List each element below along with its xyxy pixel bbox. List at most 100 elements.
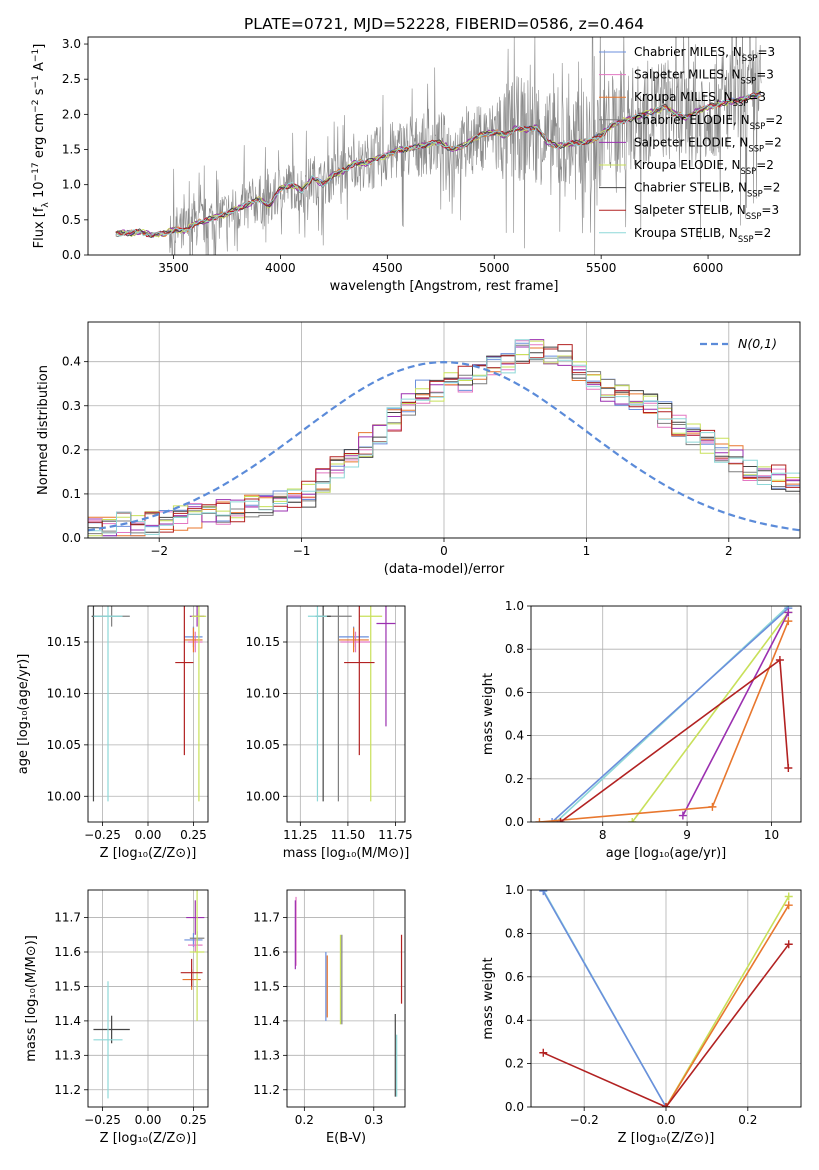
y-tick-label: 0.8 xyxy=(505,642,524,656)
plot-area xyxy=(287,890,405,1107)
x-axis-label: (data-model)/error xyxy=(384,562,505,577)
y-tick-label: 0.6 xyxy=(505,685,524,699)
series-marker xyxy=(784,764,793,772)
x-tick-label: 5500 xyxy=(586,261,617,275)
plot-area xyxy=(88,890,208,1107)
histogram-kroupa-stelib xyxy=(88,339,800,535)
x-tick-label: 11.25 xyxy=(283,828,317,842)
x-tick-label: 4000 xyxy=(265,261,296,275)
y-tick-label: 10.15 xyxy=(246,635,280,649)
plot-mass_vs_ebv: 0.2 0.3 11.2 11.3 11.4 11.5 11.6 11.7 E(B-V) xyxy=(253,889,406,1146)
series-marker xyxy=(552,818,561,822)
plot-area xyxy=(88,606,208,822)
y-tick-label: 10.05 xyxy=(47,738,81,752)
y-tick-label: 11.4 xyxy=(253,1014,280,1028)
axes-frame xyxy=(87,321,801,539)
y-tick-label: 11.6 xyxy=(253,945,280,959)
plot-spectrum: 3500 4000 4500 5000 5500 6000 0.0 0.5 1.0 1.5 2.0 2… xyxy=(31,36,801,294)
y-axis-label: mass [log₁₀(M/M⊙)] xyxy=(24,935,39,1062)
y-tick-label: 0.0 xyxy=(505,815,524,829)
y-tick-label: 11.3 xyxy=(54,1048,81,1062)
axes-frame xyxy=(87,36,801,256)
y-tick-label: 11.7 xyxy=(253,911,280,925)
legend-label: Salpeter STELIB, NSSP​=3 xyxy=(634,203,779,221)
x-tick-label: 5000 xyxy=(479,261,510,275)
x-tick-label: −2 xyxy=(150,544,168,558)
x-axis-label: wavelength [Angstrom, rest frame] xyxy=(330,279,559,294)
y-tick-label: 0.0 xyxy=(505,1100,524,1114)
x-tick-label: 10 xyxy=(764,828,779,842)
x-axis-label: Z [log₁₀(Z/Z⊙)] xyxy=(100,846,197,861)
x-tick-label: 1 xyxy=(583,544,591,558)
y-tick-label: 1.0 xyxy=(62,178,81,192)
series-marker xyxy=(784,617,793,626)
y-tick-label: 10.15 xyxy=(47,635,81,649)
y-tick-label: 10.10 xyxy=(246,686,280,700)
x-axis-label: Z [log₁₀(Z/Z⊙)] xyxy=(100,1131,197,1146)
axes-frame xyxy=(530,889,802,1108)
series-line-kroupa-miles xyxy=(665,904,790,1107)
y-tick-label: 11.4 xyxy=(54,1014,81,1028)
plot-mass_weight_vs_metallicity: −0.2 0.0 0.2 0.0 0.2 0.4 0.6 0.8 1.0 Z [log₁₀(Z/Z… xyxy=(481,883,802,1146)
x-tick-label: −0.2 xyxy=(570,1113,599,1127)
x-tick-label: −1 xyxy=(293,544,311,558)
y-tick-label: 10.10 xyxy=(47,686,81,700)
legend-label: Salpeter ELODIE, NSSP​=2 xyxy=(634,135,782,153)
plot-area xyxy=(115,37,762,255)
axes-frame xyxy=(286,605,406,823)
x-tick-label: 0.2 xyxy=(295,1113,314,1127)
y-tick-label: 0.5 xyxy=(62,213,81,227)
y-tick-label: 10.05 xyxy=(246,738,280,752)
y-tick-label: 0.3 xyxy=(62,399,81,413)
y-tick-label: 10.00 xyxy=(47,789,81,803)
series-marker xyxy=(628,818,637,822)
y-tick-label: 11.6 xyxy=(54,945,81,959)
x-tick-label: 0.0 xyxy=(656,1113,675,1127)
y-tick-label: 0.4 xyxy=(505,729,524,743)
axes-frame xyxy=(87,605,209,823)
y-axis-label: age [log₁₀(age/yr)] xyxy=(16,654,31,775)
plot-mass_weight_vs_age: 8 9 10 0.0 0.2 0.4 0.6 0.8 1.0 age [log₁₀(age/yr)… xyxy=(481,599,802,861)
x-tick-label: −0.25 xyxy=(84,828,121,842)
series-marker xyxy=(784,901,793,910)
y-axis-label: Normed distribution xyxy=(36,365,51,495)
y-tick-label: 0.1 xyxy=(62,487,81,501)
normal-curve xyxy=(88,360,800,532)
y-tick-label: 2.0 xyxy=(62,107,81,121)
plot-area xyxy=(287,606,405,822)
legend-label: N(0,1) xyxy=(738,336,777,351)
x-tick-label: 0.25 xyxy=(180,828,207,842)
y-tick-label: 10.00 xyxy=(246,789,280,803)
series-marker xyxy=(784,892,793,901)
y-tick-label: 0.2 xyxy=(62,443,81,457)
series-marker xyxy=(548,818,557,822)
y-tick-label: 11.2 xyxy=(54,1083,81,1097)
x-tick-label: 3500 xyxy=(158,261,189,275)
y-tick-label: 2.5 xyxy=(62,72,81,86)
x-tick-label: 11.75 xyxy=(378,828,412,842)
plot-area xyxy=(531,890,801,1107)
plot-residuals: −2 −1 0 1 2 0.0 0.1 0.2 0.3 0.4 (data-model)/error… xyxy=(36,321,801,577)
y-tick-label: 11.5 xyxy=(253,979,280,993)
plot-mass_vs_metallicity: −0.25 0.00 0.25 11.2 11.3 11.4 11.5 11.6 11.7 Z [… xyxy=(24,889,209,1146)
series-marker xyxy=(784,940,793,949)
axes-frame xyxy=(87,889,209,1108)
x-axis-label: age [log₁₀(age/yr)] xyxy=(606,846,727,861)
legend-label: Kroupa STELIB, NSSP​=2 xyxy=(634,226,771,244)
legend-label: Chabrier STELIB, NSSP​=2 xyxy=(634,181,780,199)
series-marker xyxy=(678,811,687,820)
x-axis-label: Z [log₁₀(Z/Z⊙)] xyxy=(618,1131,715,1146)
legend-label: Kroupa MILES, NSSP​=3 xyxy=(634,90,766,108)
plot-area xyxy=(88,322,800,538)
x-tick-label: 2 xyxy=(725,544,733,558)
y-tick-label: 1.5 xyxy=(62,143,81,157)
series-marker xyxy=(556,818,565,822)
y-tick-label: 0.0 xyxy=(62,248,81,262)
plot-area xyxy=(531,606,801,822)
x-tick-label: 0.25 xyxy=(180,1113,207,1127)
legend-label: Salpeter MILES, NSSP​=3 xyxy=(634,68,774,86)
series-line-salpeter-stelib xyxy=(560,658,790,822)
x-tick-label: 0.00 xyxy=(135,828,162,842)
x-tick-label: 0.2 xyxy=(738,1113,757,1127)
